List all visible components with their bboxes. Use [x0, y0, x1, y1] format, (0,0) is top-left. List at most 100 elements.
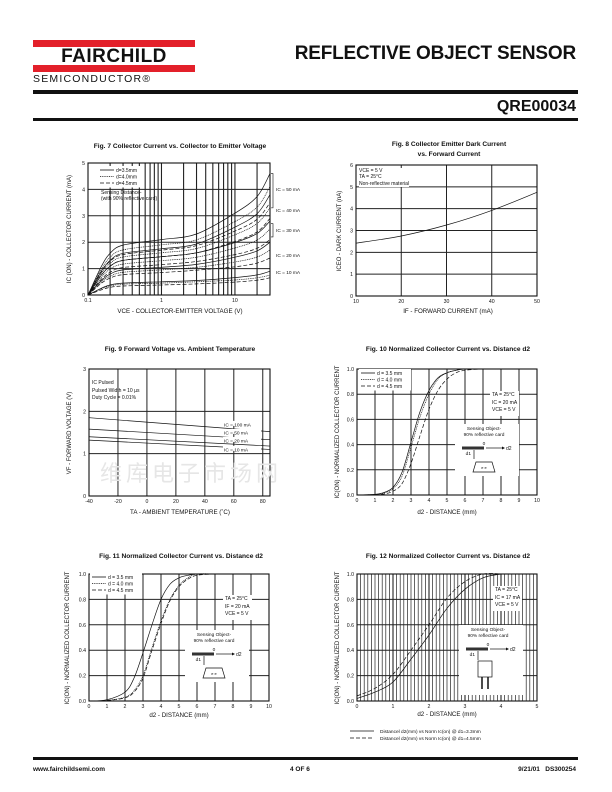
fig7-y-tick-label: 3 — [82, 214, 85, 220]
fig7-series-line — [87, 239, 271, 296]
inset-zero-label: 0 — [487, 642, 490, 648]
fig12-legend-label: Distancel d2(mm) vs Norm Ic(on) @ d1=4.5… — [380, 736, 481, 742]
fig12-x-tick-label: 5 — [536, 704, 539, 710]
fig12-note: TA = 25°C IC = 17 mA VCE = 5 V — [493, 586, 523, 611]
fig8-x-tick-label: 10 — [353, 299, 359, 305]
fig10-x-tick-label: 3 — [410, 498, 413, 504]
fig7-title: Fig. 7 Collector Current vs. Collector t… — [93, 143, 267, 150]
fig12-x-tick-label: 1 — [392, 704, 395, 710]
fig9-curve-label: IC = 20 mA — [224, 438, 249, 444]
fig7-legend-label: d=3.5mm — [116, 168, 137, 174]
fig11-x-tick-label: 8 — [232, 704, 235, 710]
fig11-x-tick-label: 3 — [142, 704, 145, 710]
fig7-curve-label: IC = 10 mA — [276, 270, 301, 276]
footer-rule — [33, 757, 578, 760]
fig8-plot — [355, 164, 538, 297]
fig10-frame — [356, 368, 538, 496]
sensor-package-icon — [202, 667, 226, 679]
company-logo: FAIRCHILD — [61, 46, 167, 67]
fig11-y-tick-label: 0.4 — [79, 648, 86, 654]
fig11-series-line — [88, 573, 216, 702]
fig10-x-tick-label: 1 — [374, 498, 377, 504]
fig12-plot — [350, 573, 538, 739]
fig10-y-tick-label: 0.8 — [347, 392, 354, 398]
fig7-series-line — [87, 202, 271, 296]
fig7-x-tick-label: 1 — [160, 298, 163, 304]
note-line: IC Pulsed — [92, 380, 114, 386]
fig10-x-tick-label: 5 — [446, 498, 449, 504]
fig9-label-bg — [223, 420, 261, 426]
fig12-y-tick-label: 0.2 — [347, 674, 354, 680]
fig12-y-tick-label: 0.0 — [347, 699, 354, 705]
fig10-x-tick-label: 9 — [518, 498, 521, 504]
fig10-y-tick-label: 0.6 — [347, 417, 354, 423]
fig11-series-line — [88, 573, 216, 702]
fig11-y-tick-label: 0.0 — [79, 699, 86, 705]
fig7-series-line — [87, 274, 271, 296]
fig7-legend-label: d=4.0mm — [116, 174, 137, 180]
fig11-x-tick-label: 2 — [124, 704, 127, 710]
fig7-legend-bg — [98, 166, 144, 188]
fig9-frame — [88, 368, 271, 497]
fig11-xlabel: d2 - DISTANCE (mm) — [149, 712, 209, 719]
note-line: VCE = 5 V — [359, 168, 383, 174]
fig10-legend-label: d = 4.0 mm — [377, 377, 402, 383]
fig11-inset-caption: 90% reflective card — [194, 638, 235, 644]
footer-page-number: 4 OF 6 — [290, 766, 310, 773]
fig8-x-tick-label: 20 — [398, 299, 404, 305]
fig11-y-tick-label: 0.6 — [79, 623, 86, 629]
sensor-package-icon — [477, 660, 493, 678]
fig9-y-tick-label: 1 — [83, 452, 86, 458]
fig8-xlabel: IF - FORWARD CURRENT (mA) — [403, 308, 493, 315]
fig12-x-tick-label: 0 — [356, 704, 359, 710]
fig11-inset-caption: Sensing Object- — [197, 632, 232, 638]
fig7-plot — [87, 162, 274, 296]
fig11-y-tick-label: 0.2 — [79, 674, 86, 680]
fig10-x-tick-label: 6 — [464, 498, 467, 504]
fig8-frame — [355, 164, 538, 297]
fig9-curve-label: IC = 100 mA — [224, 422, 252, 428]
note-line: TA = 25°C — [225, 596, 248, 602]
note-line: VCE = 5 V — [495, 602, 519, 608]
fig7-curve-label: IC = 20 mA — [276, 253, 301, 259]
fig9-y-tick-label: 3 — [83, 367, 86, 373]
fig7-curve-label: IC = 40 mA — [276, 208, 301, 214]
fig11-legend-bg — [90, 573, 142, 595]
watermark: 维库电子市场网 — [100, 462, 283, 487]
fig9-x-tick-label: 20 — [173, 499, 179, 505]
fig11-legend-label: d = 4.5 mm — [108, 588, 133, 594]
fig8-ylabel: ICEO - DARK CURRENT (nA) — [337, 190, 343, 272]
logo-subtitle: SEMICONDUCTOR® — [33, 73, 152, 85]
sensor-chip-label: e e — [481, 465, 487, 470]
fig10-y-tick-label: 0.4 — [347, 443, 354, 449]
fig11-plot — [88, 573, 270, 702]
fig8-y-tick-label: 5 — [350, 185, 353, 191]
note-line: (with 90% reflective card) — [101, 196, 158, 203]
fig7-legend-label: d=4.5mm — [116, 181, 137, 187]
fig10-series-line — [356, 368, 502, 496]
bracket — [271, 223, 274, 238]
fig11-x-tick-label: 6 — [196, 704, 199, 710]
fig12-title: Fig. 12 Normalized Collector Current vs.… — [365, 553, 531, 560]
fig9-y-tick-label: 0 — [83, 494, 86, 500]
note-line: VCE = 5 V — [492, 407, 516, 413]
fig11-x-tick-label: 9 — [250, 704, 253, 710]
fig11-x-tick-label: 0 — [88, 704, 91, 710]
note-line: Non-reflective material — [359, 180, 410, 187]
fig9-label-bg — [223, 428, 261, 434]
fig10-inset-caption: Sensing Object- — [467, 426, 502, 432]
fig10-inset-caption: 90% reflective card — [464, 432, 505, 438]
fig7-curve-label: IC = 30 mA — [276, 228, 301, 234]
fig10-x-tick-label: 7 — [482, 498, 485, 504]
fig12-y-tick-label: 0.4 — [347, 648, 354, 654]
footer-website[interactable]: www.fairchildsemi.com — [33, 766, 106, 773]
fig12-x-tick-label: 3 — [464, 704, 467, 710]
fig9-ylabel: VF - FORWARD VOLTAGE (V) — [67, 391, 73, 475]
fig7-curve-label: IC = 50 mA — [276, 187, 301, 193]
fig7-x-tick-label: 0.1 — [84, 298, 91, 304]
fig12-legend-label: Distancel d2(mm) vs Norm Ic(on) @ d1=3.3… — [380, 729, 481, 735]
reflective-card-icon — [466, 647, 488, 651]
inset-zero-label: 0 — [213, 647, 216, 653]
inset-d2-label: d2 — [506, 446, 512, 452]
fig7-y-tick-label: 2 — [82, 240, 85, 246]
